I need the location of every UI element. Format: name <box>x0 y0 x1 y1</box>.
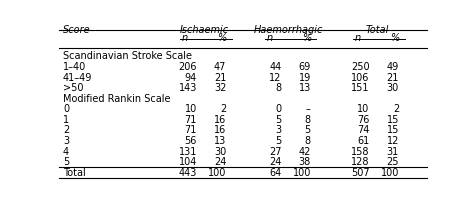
Text: 71: 71 <box>185 115 197 125</box>
Text: 0: 0 <box>63 104 69 114</box>
Text: 13: 13 <box>214 136 227 146</box>
Text: –: – <box>306 104 311 114</box>
Text: 10: 10 <box>357 104 370 114</box>
Text: 131: 131 <box>179 147 197 157</box>
Text: Modified Rankin Scale: Modified Rankin Scale <box>63 94 171 104</box>
Text: 94: 94 <box>185 73 197 83</box>
Text: 2: 2 <box>220 104 227 114</box>
Text: 250: 250 <box>351 62 370 72</box>
Text: 0: 0 <box>275 104 282 114</box>
Text: 1: 1 <box>63 115 69 125</box>
Text: 38: 38 <box>299 157 311 167</box>
Text: %: % <box>217 33 227 43</box>
Text: 16: 16 <box>214 125 227 135</box>
Text: >50: >50 <box>63 83 83 93</box>
Text: 104: 104 <box>179 157 197 167</box>
Text: Haemorrhagic: Haemorrhagic <box>254 25 324 35</box>
Text: 5: 5 <box>275 115 282 125</box>
Text: 3: 3 <box>275 125 282 135</box>
Text: 76: 76 <box>357 115 370 125</box>
Text: 507: 507 <box>351 168 370 178</box>
Text: 13: 13 <box>299 83 311 93</box>
Text: 12: 12 <box>269 73 282 83</box>
Text: 41–49: 41–49 <box>63 73 92 83</box>
Text: 19: 19 <box>299 73 311 83</box>
Text: n: n <box>355 33 360 43</box>
Text: 128: 128 <box>351 157 370 167</box>
Text: 74: 74 <box>357 125 370 135</box>
Text: 25: 25 <box>387 157 399 167</box>
Text: 21: 21 <box>387 73 399 83</box>
Text: 31: 31 <box>387 147 399 157</box>
Text: 8: 8 <box>305 115 311 125</box>
Text: 12: 12 <box>387 136 399 146</box>
Text: 1–40: 1–40 <box>63 62 86 72</box>
Text: 100: 100 <box>292 168 311 178</box>
Text: 47: 47 <box>214 62 227 72</box>
Text: 4: 4 <box>63 147 69 157</box>
Text: Score: Score <box>63 25 91 35</box>
Text: 30: 30 <box>214 147 227 157</box>
Text: 158: 158 <box>351 147 370 157</box>
Text: 106: 106 <box>351 73 370 83</box>
Text: 143: 143 <box>179 83 197 93</box>
Text: %: % <box>301 33 311 43</box>
Text: 49: 49 <box>387 62 399 72</box>
Text: 100: 100 <box>208 168 227 178</box>
Text: Scandinavian Stroke Scale: Scandinavian Stroke Scale <box>63 51 192 61</box>
Text: 5: 5 <box>63 157 69 167</box>
Text: 3: 3 <box>63 136 69 146</box>
Text: 32: 32 <box>214 83 227 93</box>
Text: Total: Total <box>63 168 86 178</box>
Text: n: n <box>182 33 188 43</box>
Text: 64: 64 <box>269 168 282 178</box>
Text: 24: 24 <box>269 157 282 167</box>
Text: 56: 56 <box>185 136 197 146</box>
Text: 15: 15 <box>387 125 399 135</box>
Text: 30: 30 <box>387 83 399 93</box>
Text: 44: 44 <box>269 62 282 72</box>
Text: 16: 16 <box>214 115 227 125</box>
Text: Total: Total <box>365 25 389 35</box>
Text: 27: 27 <box>269 147 282 157</box>
Text: 15: 15 <box>387 115 399 125</box>
Text: 100: 100 <box>381 168 399 178</box>
Text: 10: 10 <box>185 104 197 114</box>
Text: 8: 8 <box>275 83 282 93</box>
Text: 206: 206 <box>179 62 197 72</box>
Text: n: n <box>266 33 272 43</box>
Text: 24: 24 <box>214 157 227 167</box>
Text: 69: 69 <box>299 62 311 72</box>
Text: %: % <box>390 33 399 43</box>
Text: 2: 2 <box>63 125 69 135</box>
Text: 151: 151 <box>351 83 370 93</box>
Text: 42: 42 <box>299 147 311 157</box>
Text: 5: 5 <box>305 125 311 135</box>
Text: 8: 8 <box>305 136 311 146</box>
Text: 71: 71 <box>185 125 197 135</box>
Text: 21: 21 <box>214 73 227 83</box>
Text: 61: 61 <box>357 136 370 146</box>
Text: 5: 5 <box>275 136 282 146</box>
Text: Ischaemic: Ischaemic <box>180 25 229 35</box>
Text: 443: 443 <box>179 168 197 178</box>
Text: 2: 2 <box>393 104 399 114</box>
